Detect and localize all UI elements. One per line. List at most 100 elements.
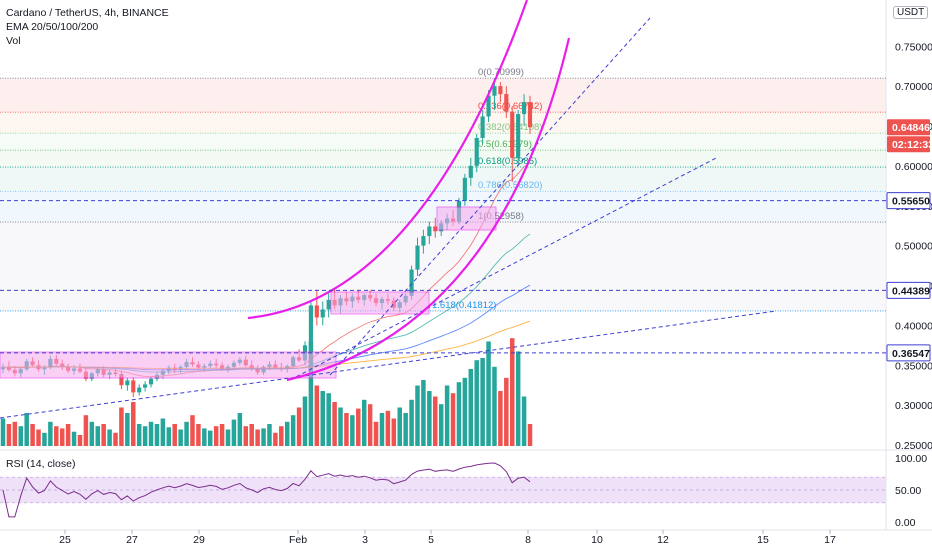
volume-bar <box>385 410 391 446</box>
volume-bar <box>18 426 24 446</box>
volume-bar <box>391 418 397 446</box>
trendline-long <box>0 310 777 419</box>
volume-bar <box>273 432 278 446</box>
candle-body <box>415 245 420 270</box>
fib-level-label: 0(0.70999) <box>478 67 524 78</box>
volume-bar <box>314 385 320 446</box>
volume-bar <box>296 407 302 446</box>
time-tick-label: 29 <box>193 534 205 546</box>
fibonacci-retracement[interactable]: 0(0.70999)0.236(0.66742)0.382(0.64108)0.… <box>0 67 886 312</box>
price-tick-label: 0.70000 <box>895 81 932 93</box>
price-tag-label: 0.64846 <box>892 122 930 134</box>
volume-bar <box>243 426 249 446</box>
volume-bar <box>113 432 118 446</box>
candle-body <box>409 269 414 296</box>
volume-bar <box>89 421 95 446</box>
candle-body <box>131 380 136 393</box>
volume-bar <box>101 424 106 446</box>
fib-band <box>0 150 886 168</box>
candle-body <box>119 374 124 386</box>
volume-bar <box>237 413 243 446</box>
volume-bar <box>450 393 456 446</box>
price-tag-last <box>887 119 930 136</box>
candle-body <box>474 137 479 166</box>
currency-button[interactable]: USDT <box>893 6 929 19</box>
fib-level-label: 0.618(0.5985) <box>478 156 537 167</box>
price-tag-label: 0.36547 <box>892 348 930 360</box>
volume-bar <box>24 413 29 446</box>
volume-bar <box>515 351 521 446</box>
candle-body <box>527 102 533 128</box>
volume-bar <box>438 404 444 446</box>
candle-body <box>137 387 142 393</box>
volume-bar <box>527 424 533 446</box>
volume-bar <box>302 396 308 446</box>
time-tick-label: 25 <box>59 534 71 546</box>
volume-bar <box>77 435 83 446</box>
fib-level-label: 1.618(0.41812) <box>432 300 496 311</box>
volume-bar <box>290 415 296 446</box>
volume-bar <box>308 341 314 446</box>
volume-bar <box>213 426 219 446</box>
volume-bar <box>462 377 468 446</box>
candle-body <box>427 226 432 237</box>
volume-bar <box>397 407 402 446</box>
volume-bar <box>54 426 59 446</box>
volume-bar <box>480 358 485 446</box>
volume-bar <box>498 391 503 446</box>
rsi-pane <box>0 462 886 518</box>
volume-bar <box>409 399 414 446</box>
volume-indicator-label[interactable]: Vol <box>6 35 21 47</box>
ema-indicator-label[interactable]: EMA 20/50/100/200 <box>6 21 99 33</box>
volume-bar <box>344 413 349 446</box>
volume-bar <box>59 428 65 446</box>
volume-bar <box>95 426 100 446</box>
volume-bar <box>12 421 18 446</box>
volume-bar <box>403 413 408 446</box>
fib-band <box>0 112 886 134</box>
trendline-drawings[interactable] <box>0 0 886 419</box>
volume-bar <box>468 369 474 446</box>
fib-level-label: 0.5(0.61979) <box>478 139 532 150</box>
volume-bar <box>136 424 142 446</box>
candle-body <box>462 177 467 201</box>
volume-bar <box>350 415 355 446</box>
time-tick-label: Feb <box>289 534 307 546</box>
price-tag-countdown <box>887 136 930 153</box>
volume-bar <box>284 421 290 446</box>
volume-bar <box>320 391 326 446</box>
chart-legend: Cardano / TetherUS, 4h, BINANCE EMA 20/5… <box>6 6 169 48</box>
volume-bar <box>6 424 12 446</box>
volume-bar <box>373 421 379 446</box>
time-tick-label: 3 <box>362 534 368 546</box>
volume-bar <box>160 418 166 446</box>
time-tick-label: 5 <box>428 534 434 546</box>
volume-bar <box>356 408 361 446</box>
candle-body <box>510 111 515 158</box>
price-axis[interactable]: 0.250000.300000.350000.400000.450000.500… <box>886 41 932 529</box>
candle-body <box>522 102 527 115</box>
volume-bar <box>379 413 385 446</box>
volume-bar <box>255 429 260 446</box>
time-tick-label: 27 <box>126 534 138 546</box>
volume-bar <box>433 396 438 446</box>
volume-bar <box>367 404 373 446</box>
symbol-title[interactable]: Cardano / TetherUS, 4h, BINANCE <box>6 7 169 19</box>
volume-bar <box>196 424 201 446</box>
fib-band <box>0 78 886 113</box>
candle-body <box>516 114 521 158</box>
rsi-indicator-label[interactable]: RSI (14, close) <box>6 458 76 470</box>
time-axis[interactable]: 25 27 29 Feb 3 5 8 10 12 15 17 <box>59 530 836 546</box>
parabolic-arc-upper <box>247 0 529 320</box>
time-tick-label: 12 <box>657 534 669 546</box>
candle-body <box>148 378 154 385</box>
volume-bar <box>131 402 136 446</box>
volume-bar <box>148 421 154 446</box>
candle-body <box>498 86 503 95</box>
volume-bar <box>338 407 343 446</box>
candle-body <box>433 226 438 232</box>
volume-bar <box>42 432 47 446</box>
price-tag-level <box>886 192 931 210</box>
candle-body <box>421 236 426 246</box>
